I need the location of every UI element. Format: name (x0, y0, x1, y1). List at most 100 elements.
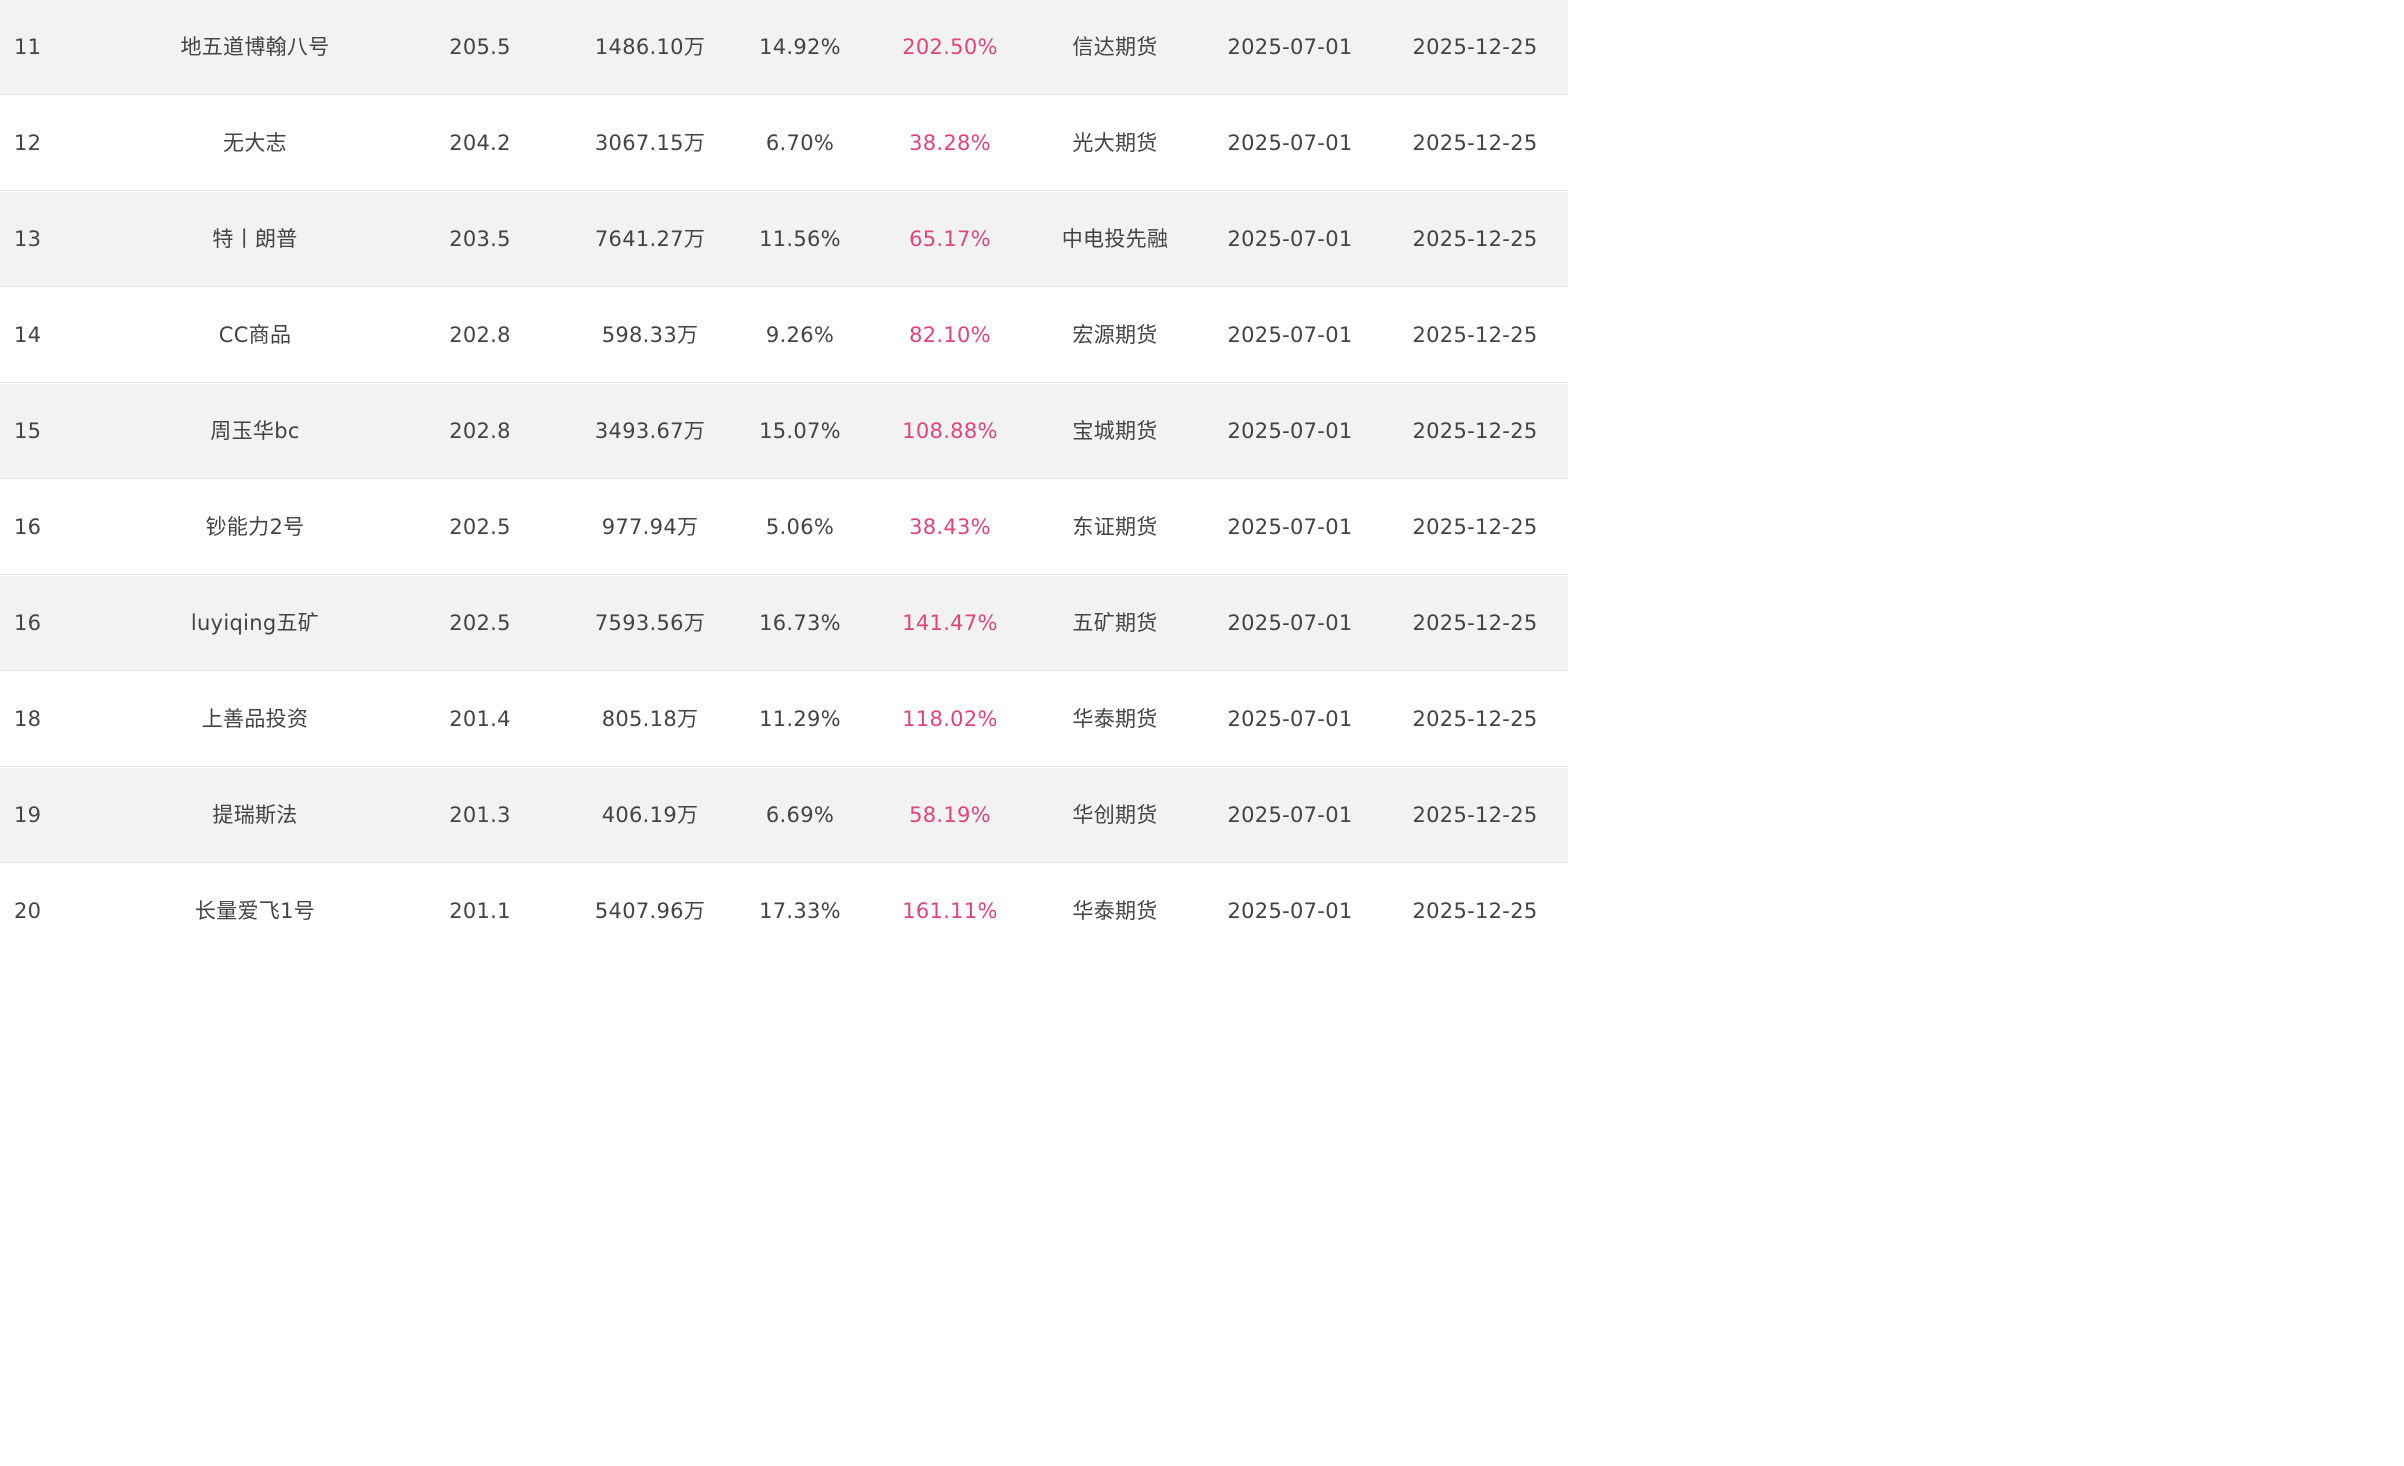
rank-cell: 16 (14, 515, 42, 539)
scale-cell: 5407.96万 (594, 899, 706, 923)
broker-cell: 华泰期货 (1072, 707, 1158, 731)
scale-cell: 7593.56万 (594, 611, 706, 635)
table-row[interactable]: 14 CC商品 202.8 598.33万 9.26% 82.10% 宏源期货 … (0, 288, 1568, 383)
table-row[interactable]: 16 钞能力2号 202.5 977.94万 5.06% 38.43% 东证期货… (0, 480, 1568, 575)
drawdown-cell: 16.73% (759, 611, 841, 635)
start-date-cell: 2025-07-01 (1227, 419, 1353, 443)
drawdown-cell: 6.70% (765, 131, 835, 155)
score-cell: 202.5 (449, 515, 511, 539)
start-date-cell: 2025-07-01 (1227, 515, 1353, 539)
score-cell: 202.5 (449, 611, 511, 635)
rank-cell: 14 (14, 323, 42, 347)
start-date-cell: 2025-07-01 (1227, 611, 1353, 635)
name-cell[interactable]: 提瑞斯法 (212, 803, 298, 827)
drawdown-cell: 14.92% (759, 35, 841, 59)
table-row[interactable]: 15 周玉华bc 202.8 3493.67万 15.07% 108.88% 宝… (0, 384, 1568, 479)
name-cell[interactable]: 钞能力2号 (205, 515, 305, 539)
score-cell: 203.5 (449, 227, 511, 251)
table-row[interactable]: 16 luyiqing五矿 202.5 7593.56万 16.73% 141.… (0, 576, 1568, 671)
name-cell[interactable]: 无大志 (223, 131, 287, 155)
score-cell: 202.8 (449, 323, 511, 347)
return-cell: 141.47% (902, 611, 998, 635)
end-date-cell: 2025-12-25 (1412, 899, 1538, 923)
end-date-cell: 2025-12-25 (1412, 131, 1538, 155)
return-cell: 118.02% (902, 707, 998, 731)
end-date-cell: 2025-12-25 (1412, 35, 1538, 59)
return-cell: 38.43% (909, 515, 991, 539)
score-cell: 205.5 (449, 35, 511, 59)
broker-cell: 光大期货 (1072, 131, 1158, 155)
drawdown-cell: 17.33% (759, 899, 841, 923)
drawdown-cell: 5.06% (765, 515, 835, 539)
rank-cell: 15 (14, 419, 42, 443)
name-cell[interactable]: 地五道博翰八号 (180, 35, 330, 59)
ranking-table: 11 地五道博翰八号 205.5 1486.10万 14.92% 202.50%… (0, 0, 1568, 956)
rank-cell: 19 (14, 803, 42, 827)
start-date-cell: 2025-07-01 (1227, 227, 1353, 251)
table-row[interactable]: 20 长量爱飞1号 201.1 5407.96万 17.33% 161.11% … (0, 864, 1568, 956)
name-cell[interactable]: 周玉华bc (210, 419, 300, 443)
table-row[interactable]: 18 上善品投资 201.4 805.18万 11.29% 118.02% 华泰… (0, 672, 1568, 767)
rank-cell: 20 (14, 899, 42, 923)
scale-cell: 7641.27万 (594, 227, 706, 251)
score-cell: 201.3 (449, 803, 511, 827)
broker-cell: 五矿期货 (1072, 611, 1158, 635)
return-cell: 202.50% (902, 35, 998, 59)
end-date-cell: 2025-12-25 (1412, 419, 1538, 443)
end-date-cell: 2025-12-25 (1412, 515, 1538, 539)
drawdown-cell: 11.29% (759, 707, 841, 731)
name-cell[interactable]: luyiqing五矿 (190, 611, 320, 635)
return-cell: 161.11% (902, 899, 998, 923)
start-date-cell: 2025-07-01 (1227, 323, 1353, 347)
table-row[interactable]: 13 特丨朗普 203.5 7641.27万 11.56% 65.17% 中电投… (0, 192, 1568, 287)
start-date-cell: 2025-07-01 (1227, 803, 1353, 827)
scale-cell: 805.18万 (601, 707, 699, 731)
broker-cell: 东证期货 (1072, 515, 1158, 539)
rank-cell: 16 (14, 611, 42, 635)
broker-cell: 中电投先融 (1061, 227, 1169, 251)
drawdown-cell: 6.69% (765, 803, 835, 827)
scale-cell: 3493.67万 (594, 419, 706, 443)
name-cell[interactable]: 上善品投资 (201, 707, 309, 731)
drawdown-cell: 15.07% (759, 419, 841, 443)
table-row[interactable]: 12 无大志 204.2 3067.15万 6.70% 38.28% 光大期货 … (0, 96, 1568, 191)
end-date-cell: 2025-12-25 (1412, 707, 1538, 731)
rank-cell: 12 (14, 131, 42, 155)
score-cell: 201.4 (449, 707, 511, 731)
broker-cell: 信达期货 (1072, 35, 1158, 59)
end-date-cell: 2025-12-25 (1412, 611, 1538, 635)
name-cell[interactable]: 长量爱飞1号 (194, 899, 316, 923)
scale-cell: 406.19万 (601, 803, 699, 827)
drawdown-cell: 9.26% (765, 323, 835, 347)
return-cell: 82.10% (909, 323, 991, 347)
broker-cell: 华泰期货 (1072, 899, 1158, 923)
end-date-cell: 2025-12-25 (1412, 323, 1538, 347)
drawdown-cell: 11.56% (759, 227, 841, 251)
scale-cell: 977.94万 (601, 515, 699, 539)
rank-cell: 11 (14, 35, 42, 59)
return-cell: 58.19% (909, 803, 991, 827)
start-date-cell: 2025-07-01 (1227, 35, 1353, 59)
return-cell: 65.17% (909, 227, 991, 251)
broker-cell: 宝城期货 (1072, 419, 1158, 443)
start-date-cell: 2025-07-01 (1227, 707, 1353, 731)
return-cell: 108.88% (902, 419, 998, 443)
broker-cell: 华创期货 (1072, 803, 1158, 827)
broker-cell: 宏源期货 (1072, 323, 1158, 347)
return-cell: 38.28% (909, 131, 991, 155)
scale-cell: 1486.10万 (594, 35, 706, 59)
score-cell: 201.1 (449, 899, 511, 923)
rank-cell: 13 (14, 227, 42, 251)
end-date-cell: 2025-12-25 (1412, 803, 1538, 827)
scale-cell: 3067.15万 (594, 131, 706, 155)
score-cell: 202.8 (449, 419, 511, 443)
rank-cell: 18 (14, 707, 42, 731)
end-date-cell: 2025-12-25 (1412, 227, 1538, 251)
name-cell[interactable]: CC商品 (218, 323, 292, 347)
start-date-cell: 2025-07-01 (1227, 131, 1353, 155)
table-row[interactable]: 19 提瑞斯法 201.3 406.19万 6.69% 58.19% 华创期货 … (0, 768, 1568, 863)
start-date-cell: 2025-07-01 (1227, 899, 1353, 923)
score-cell: 204.2 (449, 131, 511, 155)
name-cell[interactable]: 特丨朗普 (212, 227, 298, 251)
table-row[interactable]: 11 地五道博翰八号 205.5 1486.10万 14.92% 202.50%… (0, 0, 1568, 95)
